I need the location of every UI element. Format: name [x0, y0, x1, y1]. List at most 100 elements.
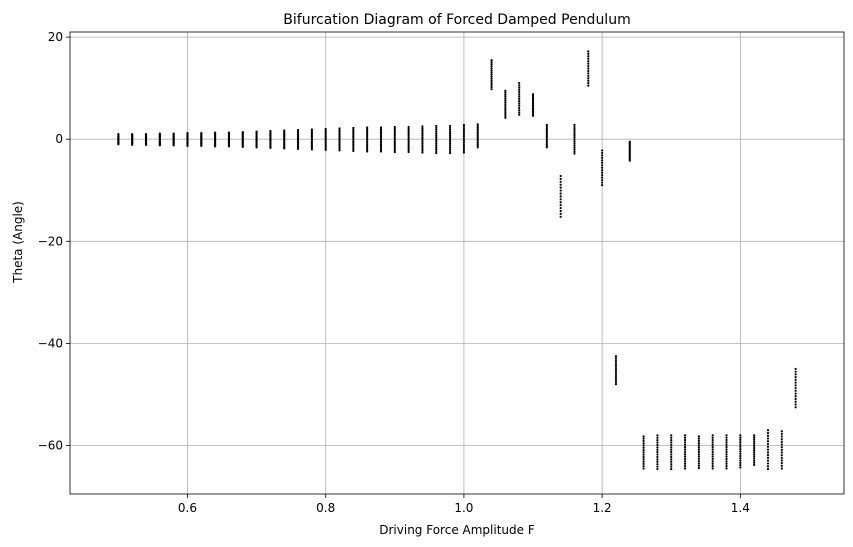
data-point [670, 467, 673, 471]
data-point [739, 434, 742, 437]
data-point [435, 124, 438, 128]
data-point [587, 57, 590, 60]
data-point [711, 438, 714, 442]
data-point [379, 143, 383, 146]
data-point [531, 114, 535, 117]
data-point [490, 85, 493, 89]
data-point [421, 147, 424, 150]
data-point [504, 110, 507, 114]
data-point [780, 462, 783, 465]
data-point [338, 143, 341, 146]
data-point [338, 138, 341, 141]
data-point [462, 141, 466, 144]
data-point [545, 144, 548, 147]
data-point [504, 91, 507, 94]
data-point [780, 430, 783, 433]
data-point [476, 136, 479, 139]
data-point [407, 150, 410, 154]
data-point [462, 127, 466, 130]
data-point [490, 69, 493, 72]
data-point [531, 111, 535, 114]
data-point [476, 139, 479, 142]
data-point [766, 465, 770, 468]
data-point [545, 133, 548, 136]
data-point [158, 132, 161, 135]
data-point [490, 81, 493, 85]
data-point [504, 112, 507, 115]
data-point [573, 148, 576, 151]
data-point [739, 452, 742, 455]
data-point [573, 123, 576, 127]
data-point [545, 127, 548, 130]
data-point [435, 132, 438, 135]
data-point [531, 96, 535, 99]
data-point [518, 111, 521, 114]
data-point [573, 134, 576, 137]
data-point [435, 144, 438, 147]
data-point [379, 136, 383, 139]
data-point [490, 77, 493, 80]
data-point [393, 138, 396, 141]
data-point [753, 463, 756, 467]
data-point [407, 125, 410, 129]
data-point [379, 133, 383, 136]
data-point [352, 140, 355, 143]
data-point [407, 127, 410, 130]
data-point [766, 437, 770, 440]
data-point [642, 467, 645, 470]
data-point [504, 97, 507, 100]
data-point [683, 446, 687, 449]
data-point [518, 93, 521, 96]
data-point [794, 373, 797, 376]
data-point [448, 138, 452, 141]
data-point [628, 140, 631, 143]
data-point [711, 457, 714, 461]
data-point [573, 144, 576, 147]
data-point [711, 460, 714, 463]
data-point [573, 152, 576, 155]
data-point [559, 183, 562, 186]
data-point [656, 439, 659, 442]
data-point [504, 114, 507, 117]
data-point [421, 125, 424, 128]
y-tick-label: −20 [38, 234, 63, 248]
data-point [338, 141, 341, 144]
data-point [794, 400, 797, 403]
data-point [739, 441, 742, 444]
data-point [421, 127, 424, 130]
data-point [656, 436, 659, 439]
data-point [670, 460, 673, 463]
data-point [697, 466, 700, 470]
data-point [697, 446, 700, 449]
data-point [421, 143, 424, 147]
data-point [462, 143, 466, 146]
data-point [697, 441, 700, 445]
data-point [683, 436, 687, 439]
data-point [448, 149, 452, 153]
data-point [545, 139, 548, 143]
data-point [697, 435, 700, 438]
data-point [462, 139, 466, 142]
x-axis-ticks: 0.6 0.8 1.0 1.2 1.4 [178, 494, 750, 515]
data-point [352, 141, 355, 144]
data-point [670, 436, 673, 439]
data-point [407, 147, 410, 150]
data-point [656, 434, 659, 437]
data-point [587, 74, 590, 77]
data-point [614, 373, 618, 376]
data-point [393, 140, 396, 143]
data-point [697, 451, 700, 454]
data-point [545, 135, 548, 138]
data-point [407, 131, 410, 134]
data-point [725, 443, 728, 446]
data-point [794, 384, 797, 387]
data-point [435, 140, 438, 143]
data-point [601, 154, 604, 157]
data-point [476, 126, 479, 129]
data-point [338, 132, 341, 135]
data-point [642, 442, 645, 445]
data-point [614, 381, 618, 384]
data-point [587, 72, 590, 75]
data-point [559, 209, 562, 213]
data-point [559, 180, 562, 183]
